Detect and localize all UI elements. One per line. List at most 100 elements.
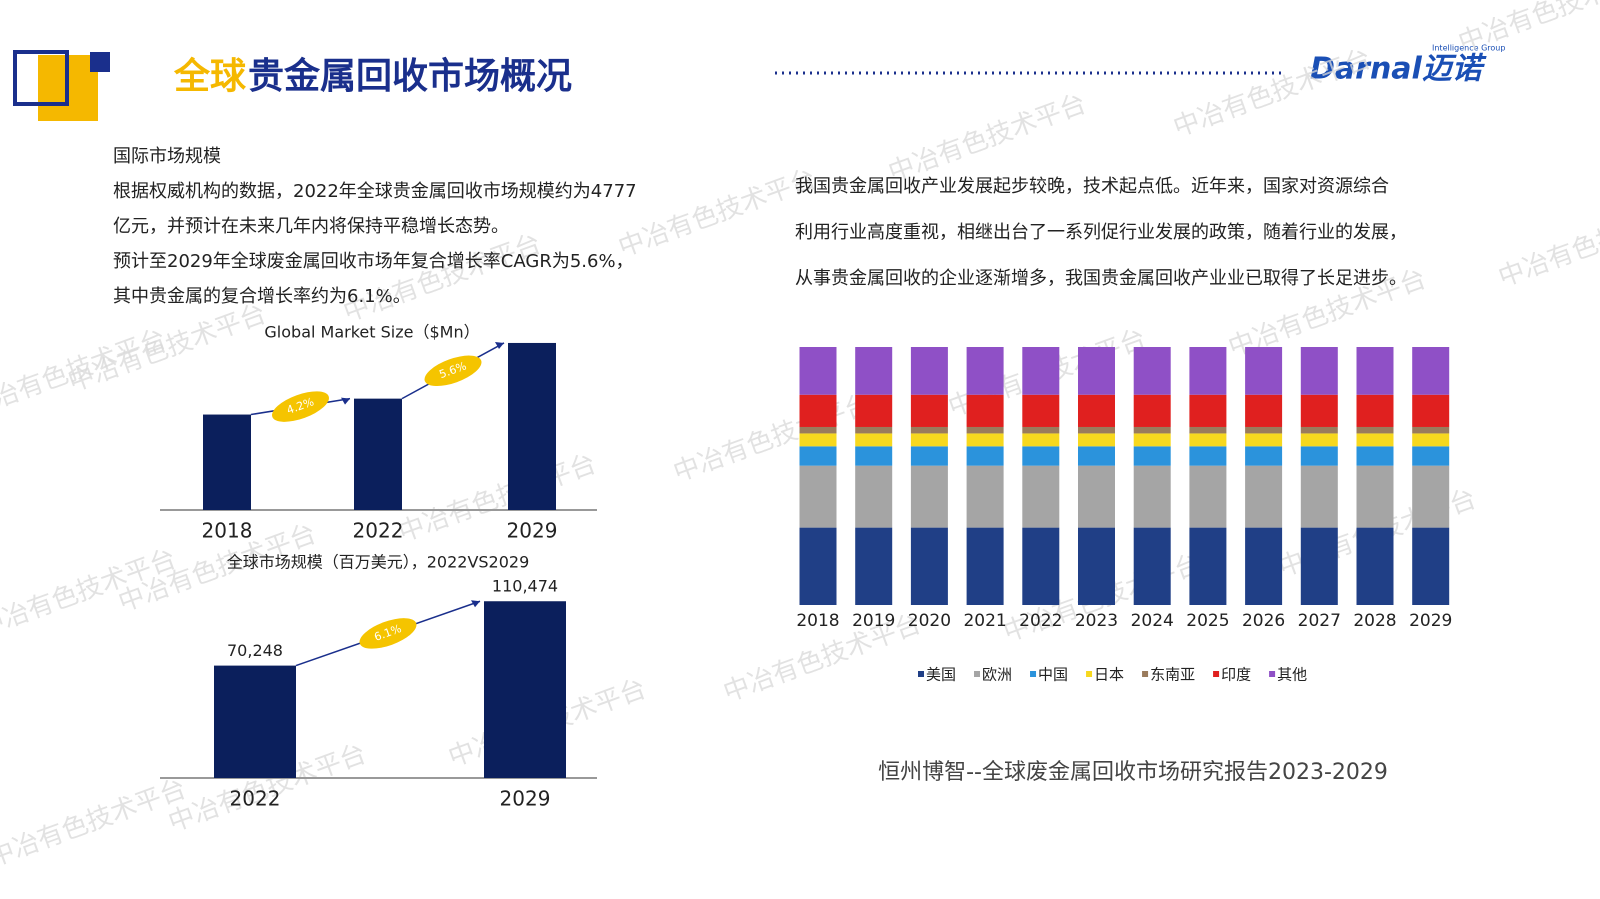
stack-segment <box>1300 394 1338 427</box>
stack-segment <box>1412 394 1450 427</box>
stack-segment <box>910 426 948 434</box>
x-tick-label: 2029 <box>1409 611 1452 631</box>
x-tick-label: 2025 <box>1186 611 1229 631</box>
stack-segment <box>1245 347 1283 395</box>
watermark: 中冶有色技术平台 <box>0 324 170 423</box>
x-tick-label: 2018 <box>796 611 839 631</box>
x-tick-label: 2022 <box>230 787 281 811</box>
stack-segment <box>910 446 948 466</box>
stack-segment <box>1356 446 1394 466</box>
legend-swatch <box>1269 671 1276 677</box>
paragraph-line: 预计至2029年全球废金属回收市场年复合增长率CAGR为5.6%， <box>113 251 634 272</box>
watermark: 中冶有色技术平台 <box>1495 194 1600 293</box>
bar <box>203 414 251 510</box>
arrow-head <box>495 341 504 349</box>
legend-swatch <box>918 671 924 677</box>
x-tick-label: 2026 <box>1242 611 1285 631</box>
stack-segment <box>1078 433 1115 447</box>
legend-label: 印度 <box>1221 666 1251 684</box>
source: 恒州博智--全球废金属回收市场研究报告2023-2029 <box>878 760 1388 785</box>
x-tick-label: 2029 <box>507 519 558 543</box>
x-tick-label: 2022 <box>1019 611 1062 631</box>
stack-segment <box>1245 394 1283 427</box>
logo-sub: Intelligence Group <box>1432 44 1505 53</box>
stack-segment <box>1412 527 1450 605</box>
stack-segment <box>1189 433 1227 447</box>
bar <box>508 342 556 510</box>
stack-segment <box>1078 527 1115 605</box>
x-tick-label: 2019 <box>852 611 895 631</box>
stack-segment <box>1078 347 1115 395</box>
stack-segment <box>1245 433 1283 447</box>
stack-segment <box>1022 465 1060 528</box>
stack-segment <box>1133 426 1171 434</box>
x-tick-label: 2027 <box>1298 611 1341 631</box>
x-tick-label: 2028 <box>1353 611 1396 631</box>
stack-segment <box>799 433 837 447</box>
stack-segment <box>855 465 893 528</box>
stack-segment <box>1133 347 1171 395</box>
arrow-head <box>341 397 350 405</box>
stack-segment <box>1245 446 1283 466</box>
paragraph-line: 其中贵金属的复合增长率约为6.1%。 <box>113 286 411 307</box>
bar <box>484 601 566 778</box>
stack-segment <box>1133 394 1171 427</box>
paragraph-line: 利用行业高度重视，相继出台了一系列促行业发展的政策，随着行业的发展， <box>795 222 1407 243</box>
stack-segment <box>1245 527 1283 605</box>
paragraph-line: 我国贵金属回收产业发展起步较晚，技术起点低。近年来，国家对资源综合 <box>795 176 1389 197</box>
x-tick-label: 2021 <box>963 611 1006 631</box>
stack-segment <box>1412 465 1450 528</box>
x-tick-label: 2023 <box>1075 611 1118 631</box>
watermark: 中冶有色技术平台 <box>1455 0 1600 58</box>
legend-swatch <box>1213 671 1220 677</box>
stack-segment <box>799 446 837 466</box>
arrow-head <box>471 600 480 608</box>
paragraph-line: 根据权威机构的数据，2022年全球贵金属回收市场规模约为4777 <box>113 181 637 202</box>
stack-segment <box>1022 394 1060 427</box>
stack-segment <box>1189 527 1227 605</box>
logo-square <box>13 50 69 106</box>
stack-segment <box>1356 347 1394 395</box>
heading: 国际市场规模 <box>113 146 221 167</box>
stack-segment <box>966 433 1004 447</box>
x-tick-label: 2024 <box>1131 611 1174 631</box>
legend-label: 其他 <box>1277 666 1307 684</box>
legend-label: 日本 <box>1094 666 1124 684</box>
stack-segment <box>1189 446 1227 466</box>
stack-segment <box>1356 433 1394 447</box>
growth-badge <box>359 618 417 649</box>
logo: Darnal迈诺 <box>1310 52 1487 87</box>
stack-segment <box>1412 426 1450 434</box>
stack-segment <box>910 527 948 605</box>
chart-title: Global Market Size（$Mn） <box>264 323 479 342</box>
value-label: 70,248 <box>227 641 283 660</box>
stack-segment <box>1356 527 1394 605</box>
chart-title: 全球市场规模（百万美元），2022VS2029 <box>227 553 530 572</box>
stack-segment <box>1189 347 1227 395</box>
stack-segment <box>855 394 893 427</box>
legend-label: 美国 <box>926 666 956 684</box>
paragraph-line: 亿元，并预计在未来几年内将保持平稳增长态势。 <box>113 216 509 237</box>
stack-segment <box>1356 426 1394 434</box>
stack-segment <box>855 527 893 605</box>
stack-segment <box>966 347 1004 395</box>
x-tick-label: 2029 <box>500 787 551 811</box>
stack-segment <box>910 465 948 528</box>
stack-segment <box>1133 433 1171 447</box>
stack-segment <box>1300 433 1338 447</box>
stack-segment <box>1412 433 1450 447</box>
growth-badge <box>424 355 482 387</box>
x-tick-label: 2022 <box>353 519 404 543</box>
legend-swatch <box>1030 671 1037 677</box>
legend-swatch <box>1086 671 1093 677</box>
legend-swatch <box>974 671 981 677</box>
stack-segment <box>855 433 893 447</box>
bar <box>354 398 402 510</box>
stack-segment <box>1300 426 1338 434</box>
x-tick-label: 2020 <box>908 611 951 631</box>
stack-segment <box>1133 465 1171 528</box>
legend-label: 中国 <box>1038 666 1068 684</box>
stack-segment <box>1022 426 1060 434</box>
title: 贵金属回收市场概况 <box>248 55 572 97</box>
stack-segment <box>855 446 893 466</box>
